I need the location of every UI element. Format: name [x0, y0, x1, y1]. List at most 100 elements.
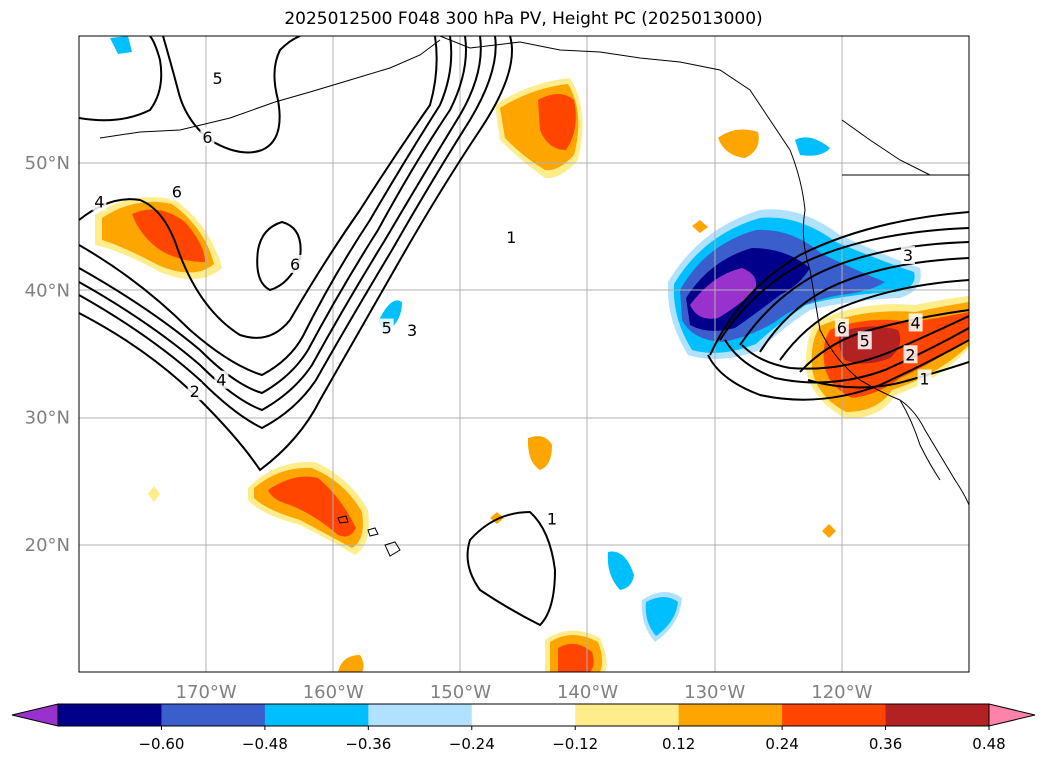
- lon-tick-label: 140°W: [557, 682, 618, 703]
- contour-label-bg: [169, 182, 184, 201]
- colorbar-tick-label: 0.48: [972, 735, 1005, 753]
- contour-label-bg: [834, 318, 849, 337]
- lat-tick-label: 30°N: [25, 408, 70, 429]
- height-contour: [79, 36, 482, 412]
- colorbar-segment: [368, 704, 473, 726]
- hawaii-island: [367, 527, 379, 537]
- lon-tick-label: 120°W: [811, 682, 872, 703]
- height-contour: [79, 36, 453, 377]
- height-contour: [79, 36, 438, 339]
- height-contour: [741, 315, 969, 370]
- contour-label-bg: [405, 321, 420, 340]
- contour-label: 6: [172, 182, 182, 201]
- contour-label: 5: [212, 69, 222, 88]
- contour-label: 6: [837, 319, 847, 338]
- contour-label: 1: [506, 228, 516, 247]
- colorbar-tick-label: 0.24: [765, 735, 798, 753]
- lon-tick-label: 130°W: [684, 682, 745, 703]
- colorbar-tick-label: 0.12: [662, 735, 695, 753]
- contour-label-bg: [210, 69, 225, 88]
- contour-label-bg: [92, 192, 107, 211]
- colorbar-segment: [264, 704, 369, 726]
- colorbar: −0.60 −0.48 −0.36 −0.24 −0.12 0.12 0.24 0.36 0.4…: [11, 703, 1036, 753]
- pv-positive-blob: [338, 655, 364, 672]
- positive-pv-anomalies: [95, 78, 969, 672]
- aleutian-islands: [99, 39, 441, 139]
- contour-label: 4: [216, 371, 226, 390]
- us-border: [841, 119, 931, 176]
- contour-label-bg: [379, 318, 394, 337]
- pv-positive-blob: [692, 220, 708, 233]
- colorbar-extend-low: [11, 703, 59, 727]
- colorbar-frame: [57, 703, 990, 727]
- lat-tick-label: 40°N: [25, 280, 70, 301]
- pv-positive-blob: [822, 524, 836, 538]
- height-contour: [162, 36, 301, 154]
- alaska-coast: [439, 36, 791, 151]
- colorbar-tick-label: 0.36: [869, 735, 902, 753]
- contour-label: 1: [919, 369, 929, 388]
- height-contour: [79, 36, 467, 395]
- lon-tick-label: 150°W: [430, 682, 491, 703]
- pv-positive-blob: [538, 94, 576, 150]
- height-contour: [739, 241, 969, 346]
- north-america-coast: [789, 149, 969, 506]
- pv-negative-blob: [110, 36, 132, 54]
- contour-label: 4: [911, 313, 921, 332]
- pv-negative-blob: [607, 551, 634, 590]
- contour-label-bg: [917, 369, 932, 388]
- contour-label: 3: [903, 246, 913, 265]
- pv-positive-blob: [558, 643, 594, 672]
- contour-label: 2: [905, 345, 915, 364]
- graticule: [79, 36, 969, 672]
- pv-positive-blob: [527, 436, 552, 470]
- lat-tick-label: 20°N: [25, 535, 70, 556]
- colorbar-segment: [885, 704, 990, 726]
- contour-label-bg: [857, 331, 872, 350]
- colorbar-tick-label: −0.60: [138, 735, 184, 753]
- height-contour: [779, 279, 969, 361]
- colorbar-tick-label: −0.48: [242, 735, 288, 753]
- map-frame: [78, 35, 970, 673]
- pv-negative-blob: [645, 597, 678, 636]
- pv-negative-blob: [795, 137, 830, 156]
- colorbar-segment: [678, 704, 783, 726]
- contour-label-bg: [187, 382, 202, 401]
- lon-tick-label: 170°W: [176, 682, 237, 703]
- contour-label: 6: [202, 128, 212, 147]
- longitude-ticks: 170°W 160°W 150°W 140°W 130°W 120°W: [176, 682, 873, 703]
- contour-label: 2: [190, 382, 200, 401]
- contour-label: 3: [407, 321, 417, 340]
- contour-label-bg: [908, 313, 923, 332]
- pv-positive-blob: [268, 476, 356, 537]
- pv-positive-blob: [132, 209, 205, 262]
- colorbar-segment: [782, 704, 887, 726]
- pv-positive-blob: [148, 486, 160, 502]
- colorbar-extend-high: [988, 703, 1036, 727]
- colorbar-segment: [471, 704, 576, 726]
- pv-negative-blob: [690, 268, 757, 319]
- contour-label: 4: [94, 193, 104, 212]
- colorbar-tick-label: −0.36: [345, 735, 391, 753]
- colorbar-tick-label: −0.12: [552, 735, 598, 753]
- contour-label-bg: [214, 370, 229, 389]
- hawaii-island: [337, 515, 349, 524]
- contour-label-bg: [903, 345, 918, 364]
- contour-label: 1: [547, 509, 557, 528]
- contour-label-bg: [288, 254, 303, 273]
- height-contour: [759, 257, 969, 353]
- colorbar-segment: [575, 704, 680, 726]
- height-contour: [709, 211, 969, 356]
- baja-coast: [899, 399, 941, 481]
- height-contour: [707, 339, 969, 401]
- map-title: 2025012500 F048 300 hPa PV, Height PC (2…: [284, 9, 763, 29]
- height-contour: [79, 36, 163, 122]
- lat-tick-label: 50°N: [25, 153, 70, 174]
- colorbar-tick-label: −0.24: [449, 735, 495, 753]
- hawaii-island: [384, 541, 401, 557]
- height-contour: [724, 327, 969, 384]
- colorbar-segment: [161, 704, 266, 726]
- contour-label-bg: [200, 127, 215, 146]
